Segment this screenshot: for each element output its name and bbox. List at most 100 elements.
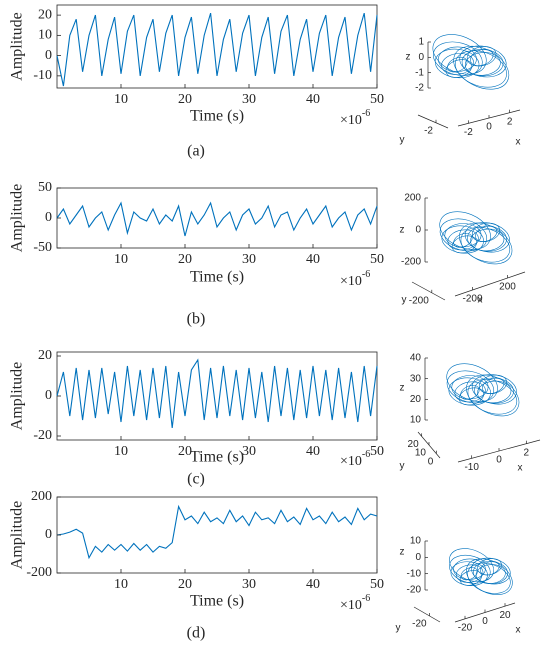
x3-tick-label: 2 xyxy=(524,447,530,458)
attractor-loop xyxy=(470,228,505,252)
x-tick-label: 30 xyxy=(242,92,256,107)
attractor-loop xyxy=(475,225,498,242)
attractor-loop xyxy=(470,48,494,67)
x-axis-label: Time (s) xyxy=(190,449,244,466)
x3-tick-label: -10 xyxy=(464,462,479,473)
series-line xyxy=(56,358,378,429)
z-label: z xyxy=(406,52,411,63)
attractor-loop xyxy=(448,548,495,582)
x3-tick-label: 0 xyxy=(496,455,502,466)
x-scale-label: ×10-6 xyxy=(340,593,370,613)
z-label: z xyxy=(400,547,405,558)
x-scale-label: ×10-6 xyxy=(340,449,370,469)
x-scale-base: ×10 xyxy=(340,454,362,469)
x-axis-label: Time (s) xyxy=(190,108,244,125)
y-tick-label: 0 xyxy=(45,210,52,225)
axes-box xyxy=(56,496,378,574)
y-axis xyxy=(413,606,441,623)
attractor-loop xyxy=(467,379,518,415)
x-scale-base: ×10 xyxy=(340,274,362,289)
y-tick-label: 10 xyxy=(38,28,52,43)
x3-tick-label: 2 xyxy=(507,116,513,127)
z-tick-label: 20 xyxy=(410,394,422,405)
x-label-3d: x xyxy=(478,295,483,306)
z-tick-label: -200 xyxy=(401,257,421,268)
panel-label: (b) xyxy=(187,311,206,328)
attractor-loop xyxy=(466,558,513,595)
y3-tick-label: 10 xyxy=(415,448,427,459)
x3-tick-label: -20 xyxy=(458,622,473,633)
x-scale-exponent: -6 xyxy=(362,108,370,119)
attractor-loop xyxy=(434,48,480,79)
x-tick-label: 10 xyxy=(114,92,128,107)
attractor-loop xyxy=(437,46,477,72)
x-tick-label: 40 xyxy=(306,577,320,592)
z-tick-label: 0 xyxy=(415,225,421,236)
attractor-loop xyxy=(453,45,510,90)
x-label-3d: x xyxy=(518,463,523,474)
x-axis xyxy=(454,271,526,297)
x-scale-label: ×10-6 xyxy=(340,269,370,289)
y3-tick-label: -200 xyxy=(409,295,429,306)
y3-tick-label: 0 xyxy=(428,456,434,467)
z-tick-label: -1 xyxy=(415,67,424,78)
x-tick-label: 10 xyxy=(114,577,128,592)
attractor-loop xyxy=(477,558,502,576)
attractor-loop xyxy=(474,377,514,404)
x3-tick-label: 0 xyxy=(486,122,492,133)
z-tick-label: -2 xyxy=(415,83,424,94)
x-axis-label: Time (s) xyxy=(190,269,244,286)
series-line xyxy=(56,201,378,237)
y-axis xyxy=(411,281,446,301)
x-tick-label: 20 xyxy=(178,444,192,459)
attractor-curve xyxy=(439,211,513,265)
z-label: z xyxy=(400,383,405,394)
y-label-3d: y xyxy=(400,461,405,472)
x-scale-exponent: -6 xyxy=(362,449,370,460)
y-axis-label: Amplitude xyxy=(9,184,26,252)
y3-tick-label: 20 xyxy=(408,439,420,450)
z-tick-label: 1 xyxy=(418,37,424,48)
attractor-loop xyxy=(477,380,512,404)
z-tick-label: 0 xyxy=(418,52,424,63)
x-scale-exponent: -6 xyxy=(362,593,370,604)
axes-box xyxy=(56,351,378,441)
x3-tick-label: -200 xyxy=(462,294,482,305)
panel-label: (d) xyxy=(187,625,206,642)
y-axis-label: Amplitude xyxy=(9,362,26,430)
attractor-loop xyxy=(444,223,482,248)
x-tick-label: 50 xyxy=(370,252,384,267)
attractor-curve xyxy=(446,363,520,417)
x-scale-base: ×10 xyxy=(340,113,362,128)
series-line xyxy=(56,12,378,87)
x-tick-label: 10 xyxy=(114,252,128,267)
x-axis-label: Time (s) xyxy=(190,593,244,610)
attractor-loop xyxy=(439,211,491,250)
y-tick-label: 0 xyxy=(45,388,52,403)
y-tick-label: -50 xyxy=(33,240,52,255)
y-axis-label: Amplitude xyxy=(9,12,26,80)
attractor-curve xyxy=(432,34,510,90)
attractor-loop xyxy=(451,375,489,400)
x-tick-label: 40 xyxy=(306,92,320,107)
y-tick-label: 20 xyxy=(38,348,52,363)
attractor-loop xyxy=(455,50,507,88)
x-tick-label: 30 xyxy=(242,444,256,459)
x-tick-label: 50 xyxy=(370,92,384,107)
x3-tick-label: 20 xyxy=(499,610,511,621)
x-tick-label: 20 xyxy=(178,577,192,592)
attractor-loop xyxy=(446,363,498,402)
y-axis-label: Amplitude xyxy=(9,501,26,569)
y-tick-label: -200 xyxy=(26,565,52,580)
x-tick-label: 50 xyxy=(370,444,384,459)
attractor-loop xyxy=(467,225,507,252)
z-tick-label: 200 xyxy=(404,193,421,204)
x-tick-label: 50 xyxy=(370,577,384,592)
y-tick-label: 20 xyxy=(38,7,52,22)
z-tick-label: 0 xyxy=(415,552,421,563)
z-tick-label: -20 xyxy=(407,585,422,596)
y3-tick-label: -20 xyxy=(412,619,427,630)
y-label-3d: y xyxy=(396,623,401,634)
x-tick-label: 30 xyxy=(242,252,256,267)
